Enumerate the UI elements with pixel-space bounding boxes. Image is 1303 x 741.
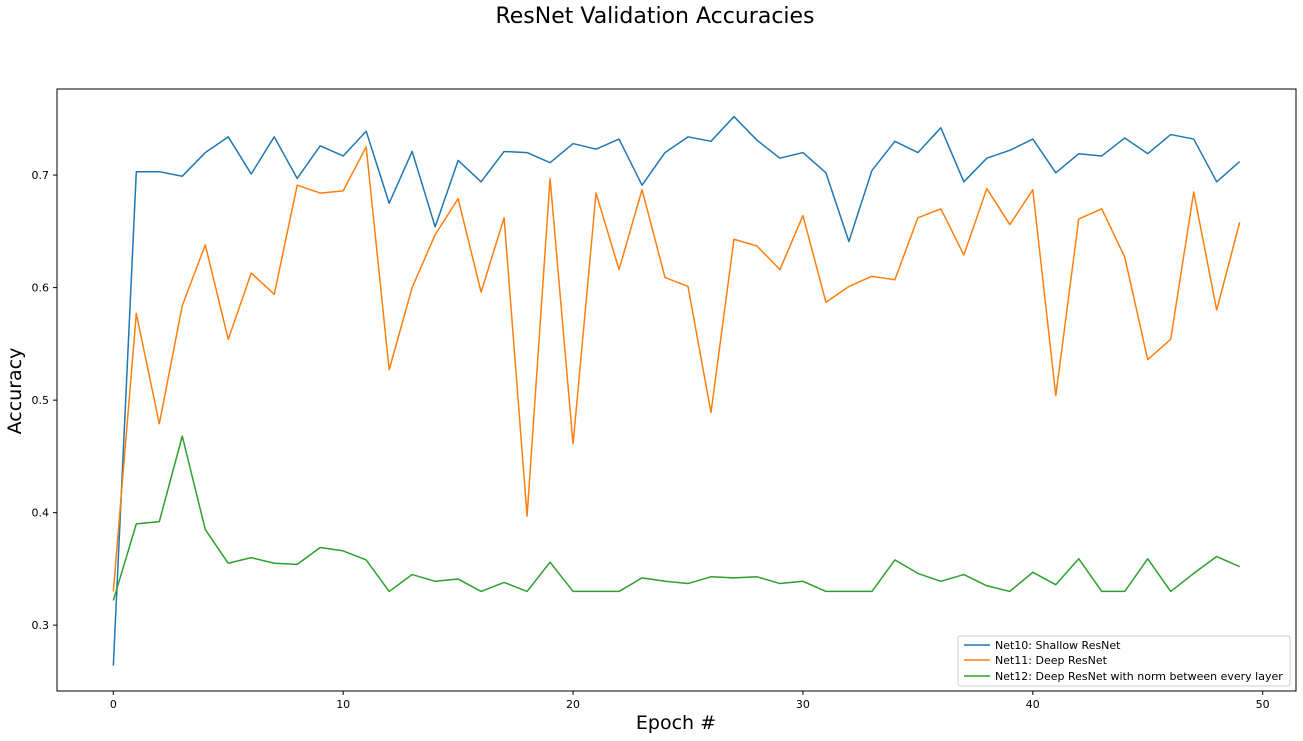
- axes-frame: [56, 88, 1297, 692]
- y-tick-label: 0.4: [32, 507, 50, 520]
- legend-box: [957, 635, 1291, 687]
- series-line-3: [112, 435, 1240, 601]
- x-axis-label: Epoch #: [636, 712, 716, 734]
- y-axis-label: Accuracy: [4, 348, 26, 435]
- legend: Net10: Shallow ResNet Net11: Deep ResNet…: [957, 635, 1291, 687]
- series-line-2: [112, 146, 1241, 592]
- y-axis-ticks: 0.3 0.4 0.5 0.6 0.7: [32, 169, 57, 632]
- x-tick-label: 30: [796, 698, 810, 711]
- legend-label-net12: Net12: Deep ResNet with norm between eve…: [995, 670, 1283, 683]
- legend-label-net10: Net10: Shallow ResNet: [995, 639, 1121, 652]
- y-tick-label: 0.5: [32, 394, 50, 407]
- x-tick-label: 50: [1256, 698, 1270, 711]
- x-axis-ticks: 0 10 20 30 40 50: [110, 691, 1270, 711]
- legend-label-net11: Net11: Deep ResNet: [995, 654, 1108, 667]
- x-tick-label: 0: [110, 698, 117, 711]
- x-tick-label: 20: [566, 698, 580, 711]
- y-tick-label: 0.6: [32, 282, 50, 295]
- series-line-1: [112, 115, 1241, 666]
- x-tick-label: 10: [336, 698, 350, 711]
- plot-area: [112, 115, 1241, 666]
- x-tick-label: 40: [1026, 698, 1040, 711]
- y-tick-label: 0.7: [32, 169, 50, 182]
- y-tick-label: 0.3: [32, 619, 50, 632]
- chart-title: ResNet Validation Accuracies: [495, 4, 814, 29]
